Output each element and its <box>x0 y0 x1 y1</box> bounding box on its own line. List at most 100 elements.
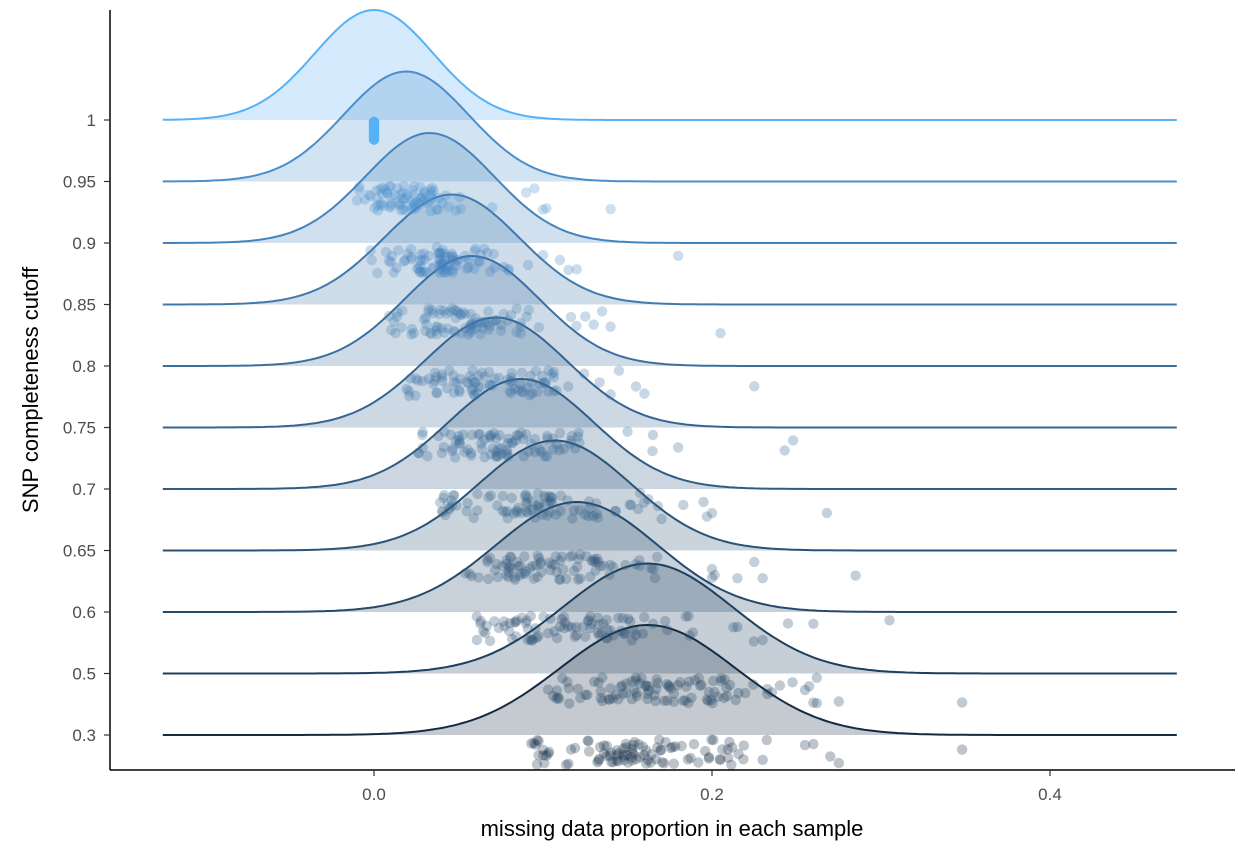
data-point <box>580 631 591 642</box>
data-point <box>469 377 480 389</box>
data-point <box>397 187 408 198</box>
data-point <box>439 489 450 501</box>
data-point <box>524 563 536 574</box>
data-point <box>540 492 551 503</box>
data-point <box>402 200 413 212</box>
data-point <box>485 379 496 391</box>
data-point <box>461 263 473 275</box>
data-point <box>631 754 642 765</box>
data-point <box>419 186 430 197</box>
x-axis-title: missing data proportion in each sample <box>481 816 864 841</box>
data-point <box>611 745 623 756</box>
data-point <box>529 446 541 458</box>
data-point <box>652 551 663 563</box>
data-point <box>582 689 593 701</box>
data-point <box>733 687 744 699</box>
data-point <box>602 632 613 644</box>
data-point <box>721 683 732 694</box>
data-point <box>443 259 454 271</box>
data-point <box>592 757 603 768</box>
data-point <box>506 633 518 645</box>
data-point <box>410 202 421 213</box>
data-point <box>416 192 427 203</box>
data-point <box>423 250 435 261</box>
data-point <box>525 610 536 622</box>
data-point <box>477 322 488 334</box>
data-point <box>491 315 502 326</box>
data-point <box>638 750 650 761</box>
data-point <box>579 509 591 520</box>
data-point <box>583 736 594 747</box>
data-point <box>624 499 635 510</box>
data-point <box>608 561 619 573</box>
data-point <box>516 367 528 378</box>
data-point <box>418 248 429 259</box>
data-point <box>509 574 521 585</box>
data-point <box>683 697 694 709</box>
ridge-fill-0.7 <box>162 379 1177 489</box>
data-point <box>435 257 447 268</box>
data-point <box>483 306 494 317</box>
data-point <box>464 371 475 382</box>
data-point <box>421 319 432 330</box>
data-point <box>647 445 658 457</box>
ridge-fill-0.95 <box>162 71 1177 182</box>
data-point <box>412 375 424 386</box>
data-point <box>489 373 500 384</box>
data-point <box>431 387 443 399</box>
data-point <box>397 204 409 215</box>
data-point <box>425 189 436 201</box>
data-point <box>718 692 730 704</box>
data-point <box>533 322 545 333</box>
data-point <box>420 325 431 337</box>
y-tick-label-0.8: 0.8 <box>72 357 96 376</box>
data-point <box>620 559 631 571</box>
ridge-fill-0.6 <box>162 502 1177 612</box>
data-point <box>663 680 675 691</box>
ridge-fill-0.5 <box>162 563 1177 674</box>
data-point <box>581 551 592 562</box>
data-point <box>516 568 528 579</box>
data-point <box>722 744 733 755</box>
data-point <box>706 572 718 583</box>
data-point <box>546 492 557 504</box>
data-point <box>395 205 407 216</box>
data-point <box>530 623 541 634</box>
data-point <box>359 194 370 205</box>
data-point <box>533 503 544 515</box>
data-point <box>516 507 527 518</box>
data-point <box>620 738 631 750</box>
data-point <box>504 385 515 397</box>
data-point <box>518 433 529 445</box>
data-point <box>613 694 624 705</box>
data-point <box>555 555 566 566</box>
data-point <box>715 328 726 339</box>
data-point <box>574 437 585 449</box>
data-point <box>527 560 538 572</box>
data-point <box>468 388 479 400</box>
data-point <box>463 262 474 273</box>
ridge-line-0.6 <box>162 500 1177 613</box>
data-point <box>641 758 652 769</box>
data-point <box>703 686 715 698</box>
data-point <box>431 241 442 253</box>
data-point <box>724 736 735 748</box>
data-point <box>550 509 562 520</box>
data-point <box>511 615 522 626</box>
data-point <box>738 740 749 751</box>
data-point <box>399 255 411 266</box>
data-point <box>574 573 586 584</box>
data-point <box>436 260 448 271</box>
data-point <box>547 498 558 509</box>
data-point <box>686 692 697 703</box>
data-point <box>390 328 401 339</box>
data-point <box>700 745 711 757</box>
data-point <box>509 572 520 583</box>
data-point <box>670 741 681 752</box>
data-point <box>430 325 441 336</box>
data-point <box>435 304 446 316</box>
data-point <box>441 383 453 394</box>
data-point <box>598 740 610 751</box>
data-point <box>726 742 738 753</box>
data-point <box>438 264 449 276</box>
